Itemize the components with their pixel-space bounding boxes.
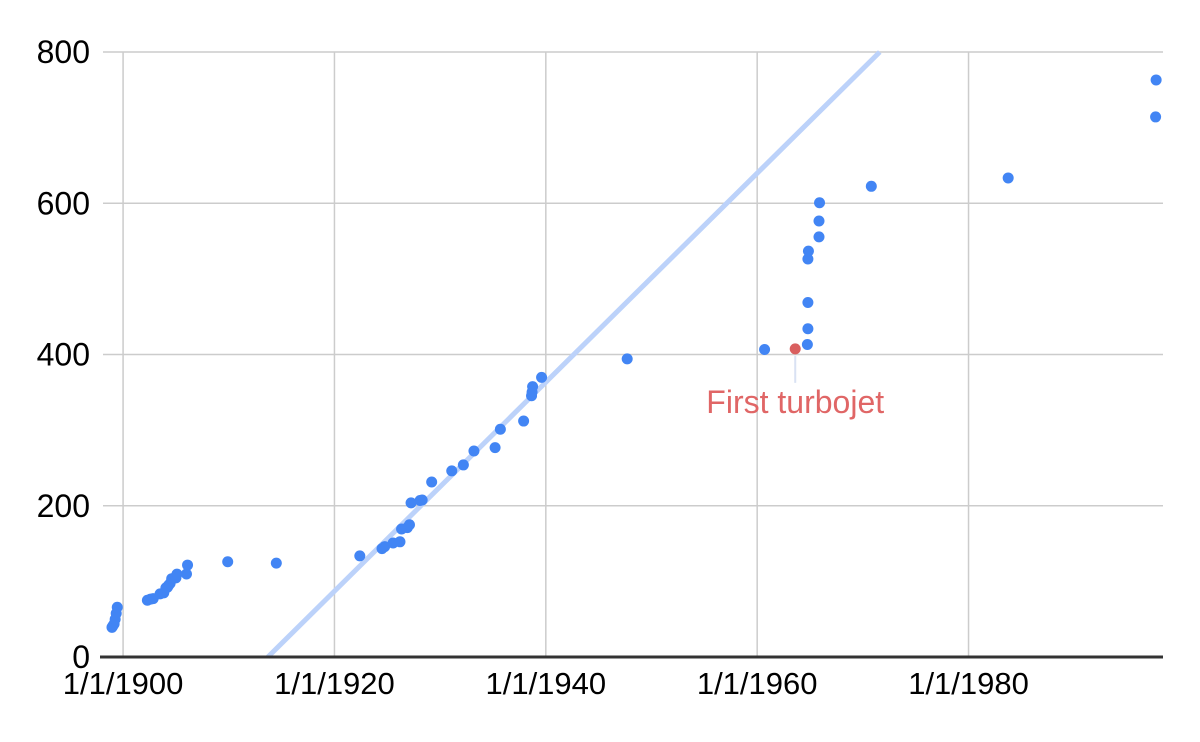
x-tick-label: 1/1/1980 (908, 666, 1029, 701)
data-point (403, 519, 415, 531)
x-tick-label: 1/1/1960 (697, 666, 818, 701)
x-tick-label: 1/1/1920 (274, 666, 395, 701)
y-tick-label: 0 (72, 639, 90, 675)
data-point (813, 231, 825, 243)
data-point (759, 344, 771, 356)
data-point (802, 323, 814, 335)
data-point (518, 415, 530, 427)
data-point (814, 197, 826, 209)
data-point (394, 536, 406, 548)
data-point (182, 559, 194, 571)
data-point (1150, 74, 1162, 86)
data-point (536, 371, 548, 383)
data-point (802, 245, 814, 257)
trendline (266, 50, 882, 659)
data-point (801, 339, 813, 351)
data-point (111, 601, 123, 613)
data-point (180, 568, 192, 580)
data-point (222, 556, 234, 568)
data-point (426, 476, 438, 488)
y-tick-label: 800 (37, 34, 90, 70)
annotation-first-turbojet: First turbojet (706, 384, 884, 420)
data-point (446, 465, 458, 477)
x-tick-label: 1/1/1940 (485, 666, 606, 701)
data-point (802, 253, 814, 265)
y-tick-label: 400 (37, 337, 90, 373)
highlight-point-first-turbojet (789, 343, 801, 355)
data-point (1150, 111, 1162, 123)
y-tick-label: 600 (37, 185, 90, 221)
data-point (813, 215, 825, 227)
data-point (405, 497, 417, 509)
data-point (865, 180, 877, 192)
data-point (468, 445, 480, 457)
data-point (494, 423, 506, 435)
data-point (270, 557, 282, 569)
data-point (489, 442, 501, 454)
data-point (379, 541, 391, 553)
data-point (802, 297, 814, 309)
data-point (621, 353, 633, 365)
data-point (527, 381, 539, 393)
data-point (171, 568, 183, 580)
y-tick-label: 200 (37, 488, 90, 524)
data-point (457, 459, 469, 471)
data-point (354, 550, 366, 562)
x-tick-label: 1/1/1900 (63, 666, 184, 701)
data-point (1002, 172, 1014, 184)
data-point (416, 494, 428, 506)
